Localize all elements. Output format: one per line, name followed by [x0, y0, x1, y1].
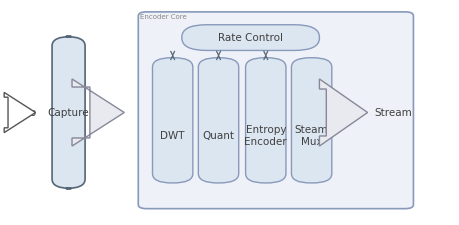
Polygon shape: [72, 79, 124, 146]
FancyBboxPatch shape: [138, 12, 413, 209]
FancyBboxPatch shape: [152, 58, 192, 183]
FancyBboxPatch shape: [245, 58, 285, 183]
Text: Stream: Stream: [374, 108, 411, 117]
FancyBboxPatch shape: [181, 25, 319, 50]
Text: Entropy
Encoder: Entropy Encoder: [244, 125, 286, 147]
Polygon shape: [4, 92, 35, 133]
Polygon shape: [319, 79, 367, 146]
Text: Rate Control: Rate Control: [218, 33, 283, 43]
Text: Encoder Core: Encoder Core: [140, 14, 186, 20]
Text: Video: Video: [10, 108, 37, 117]
Text: DWT: DWT: [160, 131, 185, 141]
FancyBboxPatch shape: [52, 36, 85, 189]
FancyBboxPatch shape: [291, 58, 331, 183]
Text: Capture: Capture: [48, 108, 89, 117]
FancyBboxPatch shape: [198, 58, 238, 183]
Text: Steam
Mux: Steam Mux: [294, 125, 328, 147]
Text: Quant: Quant: [202, 131, 234, 141]
